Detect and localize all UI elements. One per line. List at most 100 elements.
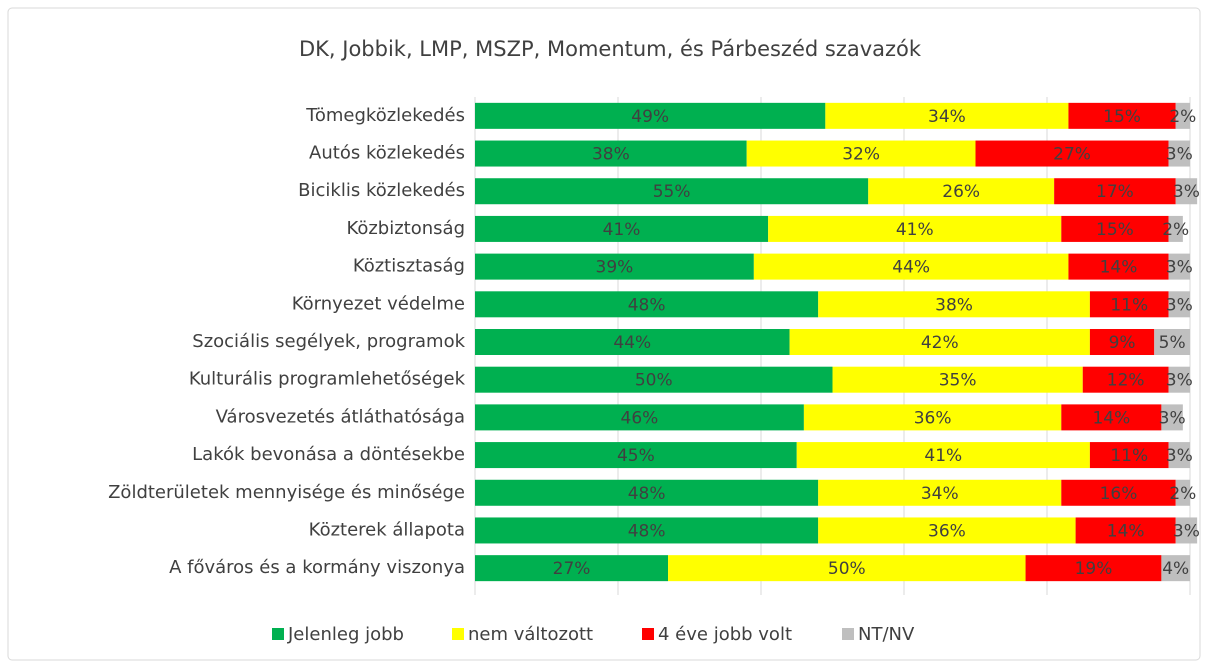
bar-segment xyxy=(832,366,1083,393)
value-label: 48% xyxy=(628,484,666,504)
bar-segment xyxy=(1075,517,1176,544)
bar-segment xyxy=(1089,291,1169,318)
value-label: 14% xyxy=(1100,258,1138,278)
category-label: Biciklis közlekedés xyxy=(298,180,465,201)
value-label: 14% xyxy=(1092,408,1130,428)
value-label: 15% xyxy=(1096,220,1134,240)
legend-label: nem változott xyxy=(468,624,593,645)
chart-title: DK, Jobbik, LMP, MSZP, Momentum, és Párb… xyxy=(299,37,922,61)
bar-segment xyxy=(1175,178,1198,205)
category-label: Tömegközlekedés xyxy=(305,105,465,126)
bar-segment xyxy=(868,178,1055,205)
value-label: 2% xyxy=(1169,484,1196,504)
bar-segment xyxy=(475,517,819,544)
bar-segment xyxy=(753,253,1069,280)
category-label: Városvezetés átláthatósága xyxy=(216,406,465,427)
value-label: 3% xyxy=(1166,371,1193,391)
bar-segment xyxy=(818,517,1076,544)
bar-segment xyxy=(1161,404,1183,431)
bar-segment xyxy=(668,555,1026,582)
value-label: 3% xyxy=(1166,446,1193,466)
bar-segment xyxy=(1089,329,1155,355)
value-label: 50% xyxy=(635,371,673,391)
bar-segment xyxy=(475,555,669,582)
legend-label: NT/NV xyxy=(858,624,915,645)
value-label: 2% xyxy=(1169,107,1196,127)
bar-segment xyxy=(825,102,1069,129)
bar-segment xyxy=(475,140,747,167)
legend-swatch xyxy=(642,628,654,640)
value-label: 19% xyxy=(1075,559,1113,579)
bar-segment xyxy=(1061,404,1162,431)
bar-segment xyxy=(1061,479,1176,506)
category-label: Lakók bevonása a döntésekbe xyxy=(192,444,465,465)
bar-segment xyxy=(1175,517,1198,544)
category-label: Kulturális programlehetőségek xyxy=(189,369,466,390)
bar-segment xyxy=(1054,178,1176,205)
bar-segment xyxy=(1161,555,1190,582)
value-label: 41% xyxy=(924,446,962,466)
bar-segment xyxy=(1168,291,1190,318)
value-label: 48% xyxy=(628,521,666,541)
bar-segment xyxy=(796,442,1090,469)
bar-segment xyxy=(475,479,819,506)
bar-segment xyxy=(1154,329,1190,355)
bar-segment xyxy=(818,291,1090,318)
value-label: 3% xyxy=(1159,408,1186,428)
value-label: 16% xyxy=(1100,484,1138,504)
bar-segment xyxy=(475,366,833,393)
value-label: 3% xyxy=(1173,182,1200,202)
value-label: 44% xyxy=(613,333,651,353)
bar-segment xyxy=(475,178,869,205)
value-label: 49% xyxy=(631,107,669,127)
value-label: 42% xyxy=(921,333,959,353)
legend-swatch xyxy=(272,628,284,640)
value-label: 11% xyxy=(1110,295,1148,315)
bar-segment xyxy=(818,479,1062,506)
value-label: 36% xyxy=(928,521,966,541)
value-label: 48% xyxy=(628,295,666,315)
value-label: 41% xyxy=(603,220,641,240)
legend-swatch xyxy=(842,628,854,640)
value-label: 34% xyxy=(928,107,966,127)
value-label: 38% xyxy=(935,295,973,315)
category-label: Környezet védelme xyxy=(292,293,465,314)
bar-segment xyxy=(1068,253,1169,280)
value-label: 45% xyxy=(617,446,655,466)
value-label: 38% xyxy=(592,145,630,165)
value-label: 3% xyxy=(1166,295,1193,315)
value-label: 9% xyxy=(1109,333,1136,353)
value-label: 14% xyxy=(1107,521,1145,541)
value-label: 46% xyxy=(621,408,659,428)
bar-segment xyxy=(1061,215,1169,242)
value-label: 44% xyxy=(892,258,930,278)
value-label: 17% xyxy=(1096,182,1134,202)
bar-segment xyxy=(1175,102,1190,129)
category-label: Köztisztaság xyxy=(353,256,465,277)
category-label: Szociális segélyek, programok xyxy=(192,331,465,352)
bar-segment xyxy=(475,404,804,431)
value-label: 32% xyxy=(842,145,880,165)
bar-segment xyxy=(768,215,1062,242)
bar-segment xyxy=(1168,253,1190,280)
legend-label: 4 éve jobb volt xyxy=(658,624,792,645)
bar-segment xyxy=(475,253,754,280)
value-label: 27% xyxy=(1053,145,1091,165)
bar-segment xyxy=(475,291,819,318)
bar-segment xyxy=(975,140,1169,167)
category-label: Közbiztonság xyxy=(346,218,465,239)
bar-segment xyxy=(475,442,797,469)
legend-swatch xyxy=(452,628,464,640)
bar-segment xyxy=(746,140,976,167)
value-label: 5% xyxy=(1159,333,1186,353)
bar-segment xyxy=(1168,442,1190,469)
value-label: 39% xyxy=(596,258,634,278)
value-label: 3% xyxy=(1173,521,1200,541)
bar-segment xyxy=(1089,442,1169,469)
bar-segment xyxy=(1068,102,1176,129)
bar-segment xyxy=(1082,366,1169,393)
value-label: 11% xyxy=(1110,446,1148,466)
bar-segment xyxy=(803,404,1062,431)
category-label: Zöldterületek mennyisége és minősége xyxy=(108,482,465,503)
